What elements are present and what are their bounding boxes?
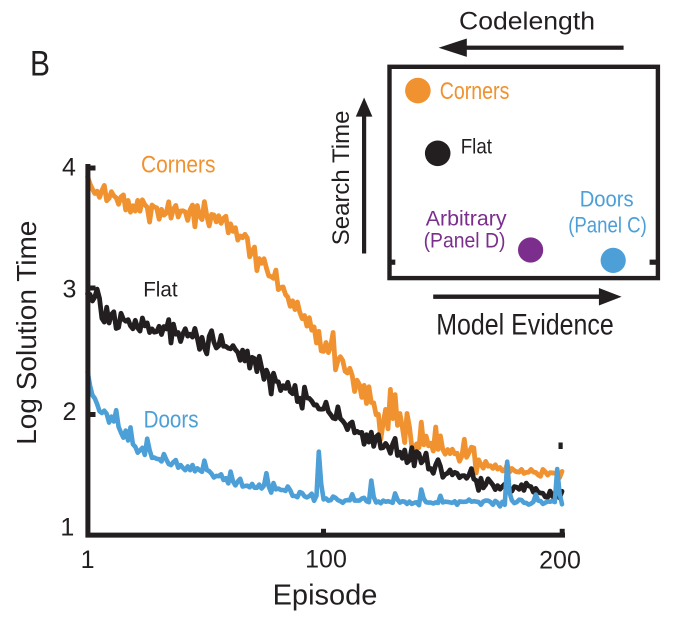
svg-text:Doors: Doors <box>144 407 199 434</box>
svg-text:200: 200 <box>539 547 581 575</box>
svg-text:2: 2 <box>63 398 77 426</box>
svg-text:1: 1 <box>60 514 74 542</box>
svg-text:(Panel D): (Panel D) <box>424 229 506 253</box>
svg-text:B: B <box>30 45 50 84</box>
svg-text:Model Evidence: Model Evidence <box>436 309 614 342</box>
svg-text:Flat: Flat <box>461 134 492 158</box>
svg-text:3: 3 <box>63 276 77 304</box>
svg-text:4: 4 <box>62 154 76 182</box>
svg-text:Search Time: Search Time <box>328 111 355 246</box>
svg-text:(Panel C): (Panel C) <box>568 213 647 238</box>
svg-text:Corners: Corners <box>141 152 215 179</box>
svg-text:100: 100 <box>305 546 347 574</box>
svg-text:Codelength: Codelength <box>459 8 595 35</box>
svg-text:1: 1 <box>81 546 95 574</box>
svg-text:Flat: Flat <box>143 276 177 301</box>
svg-text:Corners: Corners <box>440 79 510 105</box>
svg-text:Log Solution Time: Log Solution Time <box>11 221 42 445</box>
svg-text:Episode: Episode <box>273 579 378 611</box>
svg-text:Arbitrary: Arbitrary <box>426 206 507 230</box>
svg-text:Doors: Doors <box>580 187 634 212</box>
